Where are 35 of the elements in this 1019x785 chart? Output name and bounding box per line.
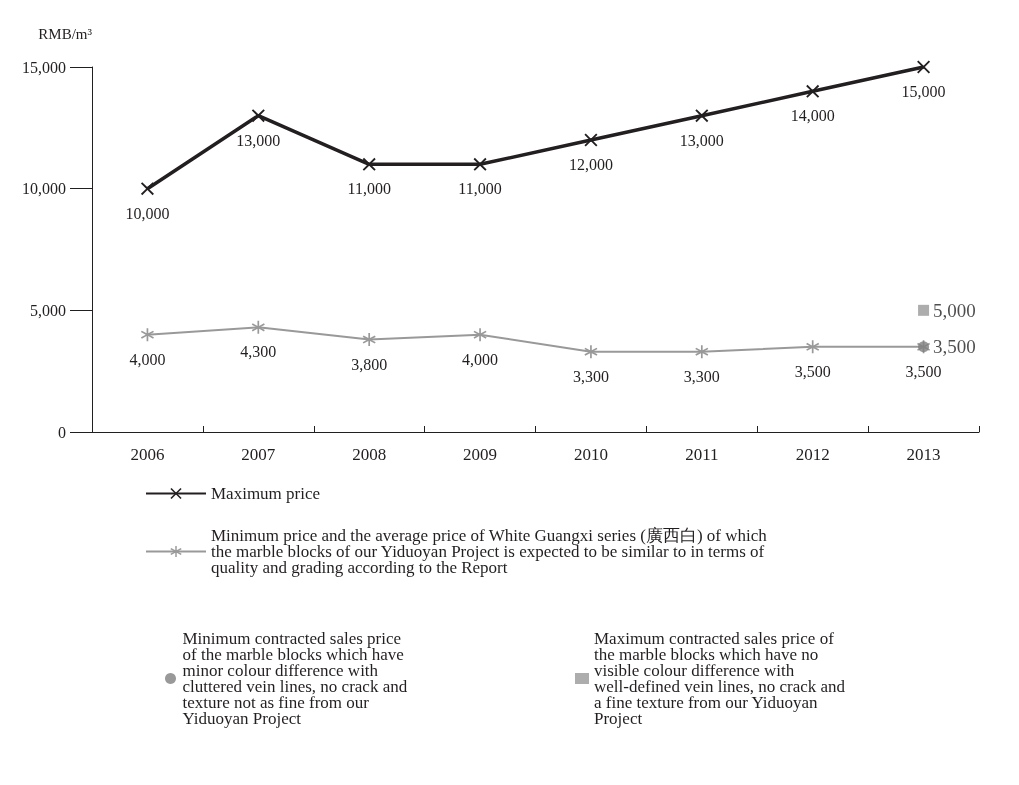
x-tick-label: 2010: [573, 445, 608, 464]
y-tick-label: 15,000: [22, 58, 66, 76]
data-label: 13,000: [236, 131, 281, 149]
data-label: 12,000: [568, 156, 613, 173]
legend-label: Maximum price: [211, 484, 321, 503]
x-tick-label: 2013: [906, 445, 941, 464]
data-label: 11,000: [458, 180, 502, 198]
x-tick-label: 2006: [130, 445, 165, 464]
legend-label: Maximum contracted sales price of the marble blocks which have no visible colour difference with well-defined vein lines, no crack and a fine texture from our Yiduoyan Project: [594, 629, 850, 728]
x-tick-label: 2007: [241, 445, 276, 464]
data-label: 13,000: [679, 131, 724, 149]
legend-label: Minimum price and the average price of White Guangxi series (廣西白) of which the marble blocks of our Yiduoyan Project is expected to be similar to in terms of quality and grading according to the Report: [211, 526, 772, 577]
data-label: 10,000: [125, 204, 170, 222]
legend-label: Minimum contracted sales price of the marble blocks which have minor colour difference with cluttered vein lines, no crack and texture not as fine from our Yiduoyan Project: [182, 629, 412, 728]
data-label: 14,000: [790, 107, 835, 125]
data-label: 3,500: [933, 336, 976, 358]
data-label: 11,000: [347, 180, 391, 198]
data-label: 4,000: [462, 350, 499, 368]
data-label: 4,300: [240, 343, 277, 361]
data-label: 3,500: [794, 362, 831, 380]
x-tick-label: 2011: [685, 445, 719, 464]
data-label: 5,000: [933, 299, 976, 321]
y-tick-label: 5,000: [30, 301, 66, 319]
x-tick-label: 2009: [463, 445, 498, 464]
data-label: 3,300: [572, 367, 609, 385]
y-axis-title: RMB/m³: [38, 25, 93, 42]
y-tick-label: 10,000: [22, 180, 66, 198]
data-label: 3,800: [351, 355, 388, 373]
data-label: 15,000: [901, 83, 946, 100]
data-label: 4,000: [129, 350, 166, 368]
y-tick-label: 0: [58, 423, 66, 441]
x-tick-label: 2008: [352, 445, 387, 464]
x-tick-label: 2012: [795, 445, 830, 464]
data-label: 3,300: [683, 367, 720, 385]
data-label: 3,500: [905, 362, 942, 380]
